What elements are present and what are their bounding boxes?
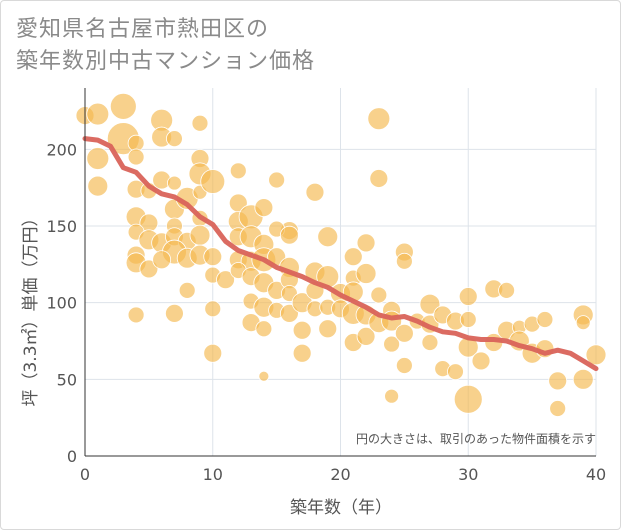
data-point [343,247,363,267]
data-point [585,344,607,366]
x-tick-label: 10 [203,465,223,484]
data-point [383,335,401,353]
axes: 0 10 20 30 40 0 50 100 150 200 [46,88,606,484]
x-tick-label: 30 [458,465,478,484]
data-point [394,323,414,343]
y-tick-label: 200 [46,140,77,159]
data-point [458,287,478,306]
y-tick-label: 50 [57,370,77,389]
data-point [447,363,464,381]
data-point [536,311,554,328]
trend-line [82,136,599,372]
data-point [200,169,226,194]
x-tick-label: 20 [330,465,350,484]
data-point [152,250,172,270]
data-point [255,320,273,338]
data-point [421,334,439,351]
data-point [575,315,591,331]
x-axis-title: 築年数（年） [290,498,392,518]
x-tick-label: 40 [586,465,606,484]
data-point [548,371,568,391]
data-point [318,319,338,339]
data-point [229,162,247,180]
data-point [367,107,391,131]
data-point [572,368,594,390]
data-point [258,370,270,382]
data-point [305,182,325,202]
x-tick-label: 0 [80,465,90,484]
data-point [191,114,209,132]
trend-line-group [82,136,599,372]
data-point [166,130,183,148]
y-axis-title: 坪（3.3㎡）単価（万円） [21,209,41,406]
data-point [395,252,413,270]
data-point [127,306,145,324]
data-point [453,384,483,414]
data-point [292,343,312,363]
data-point [86,102,110,126]
data-point [127,148,145,166]
size-annotation: 円の大きさは、取引のあった物件面積を示す [356,431,596,446]
data-point [279,225,299,245]
data-point [459,311,477,328]
data-point [86,147,110,170]
data-point [167,175,182,191]
data-point [109,93,137,120]
data-point [471,351,491,371]
data-point [384,388,400,404]
data-point [317,226,339,248]
chart-title-line-1: 愛知県名古屋市熱田区の [16,17,270,42]
data-point [254,198,274,218]
data-point [370,286,388,304]
data-point [203,247,223,267]
y-tick-label: 0 [67,447,77,466]
data-point [369,169,389,188]
data-point [165,303,184,323]
data-point [203,343,223,363]
data-point [292,320,312,340]
data-point [189,224,211,246]
chart-title: 愛知県名古屋市熱田区の 築年数別中古マンション価格 [16,14,315,78]
data-point [356,233,376,253]
data-point [204,300,222,318]
data-point [355,263,377,284]
data-points [75,93,607,417]
data-point [419,293,441,315]
data-point [395,357,413,374]
data-point [268,171,286,189]
data-point [87,175,109,197]
data-point [139,259,159,279]
chart-title-line-2: 築年数別中古マンション価格 [16,49,316,74]
y-tick-label: 150 [46,217,77,236]
data-point [356,326,376,346]
data-point [216,270,235,290]
data-point [549,400,567,417]
y-tick-label: 100 [46,294,77,313]
data-point [178,281,196,299]
data-point [498,281,515,299]
